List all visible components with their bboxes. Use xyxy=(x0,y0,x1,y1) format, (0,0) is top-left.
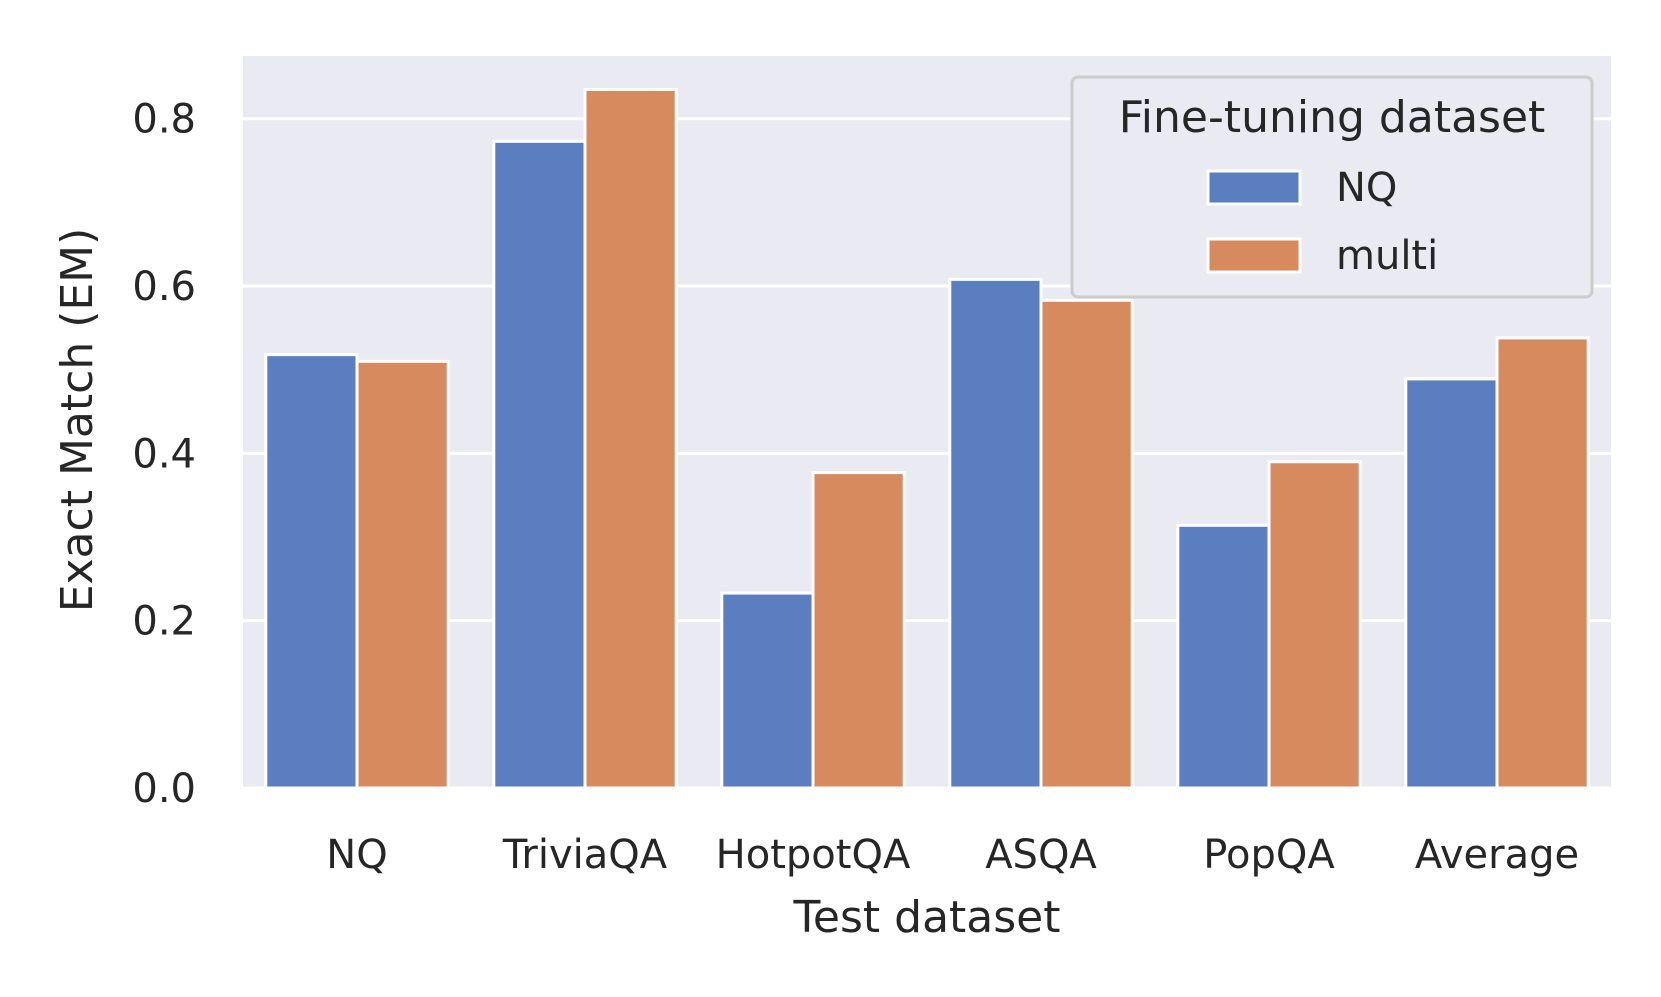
bar-multi-asqa xyxy=(1039,298,1134,790)
legend-label: multi xyxy=(1336,233,1438,279)
legend-swatch xyxy=(1206,237,1302,274)
bar-nq-hotpotqa xyxy=(720,591,815,790)
x-tick-label: TriviaQA xyxy=(502,832,668,878)
bar-multi-triviaqa xyxy=(583,87,678,790)
x-tick-label: Average xyxy=(1415,832,1579,878)
y-axis-ticks: 0.0 0.2 0.4 0.6 0.8 xyxy=(132,97,196,812)
x-tick-label: HotpotQA xyxy=(716,832,911,878)
legend-title: Fine-tuning dataset xyxy=(1119,92,1546,143)
legend: Fine-tuning dataset NQ multi xyxy=(1070,75,1594,299)
bar-nq-average xyxy=(1404,377,1499,790)
gridlines xyxy=(243,117,1611,790)
y-tick-label: 0.4 xyxy=(132,431,196,477)
bar-multi-nq xyxy=(355,359,450,790)
bar-multi-average xyxy=(1495,336,1590,790)
bar-multi-hotpotqa xyxy=(811,471,906,790)
y-tick-label: 0.0 xyxy=(132,766,196,812)
bar-nq-triviaqa xyxy=(492,139,587,790)
y-tick-label: 0.2 xyxy=(132,599,196,645)
x-tick-label: ASQA xyxy=(985,832,1097,878)
y-tick-label: 0.6 xyxy=(132,264,196,310)
x-tick-label: PopQA xyxy=(1203,832,1335,878)
y-axis-label: Exact Match (EM) xyxy=(52,228,103,613)
bar-nq-popqa xyxy=(1176,523,1271,790)
legend-label: NQ xyxy=(1336,165,1397,211)
y-tick-label: 0.8 xyxy=(132,97,196,143)
x-axis-ticks: NQ TriviaQA HotpotQA ASQA PopQA Average xyxy=(326,832,1579,878)
bars xyxy=(264,87,1590,790)
bar-multi-popqa xyxy=(1267,460,1362,790)
bar-nq-nq xyxy=(264,353,359,790)
legend-swatch xyxy=(1206,169,1302,206)
x-tick-label: NQ xyxy=(326,832,387,878)
bar-nq-asqa xyxy=(948,277,1043,790)
x-axis-label: Test dataset xyxy=(793,892,1061,943)
legend-box xyxy=(1070,75,1594,299)
